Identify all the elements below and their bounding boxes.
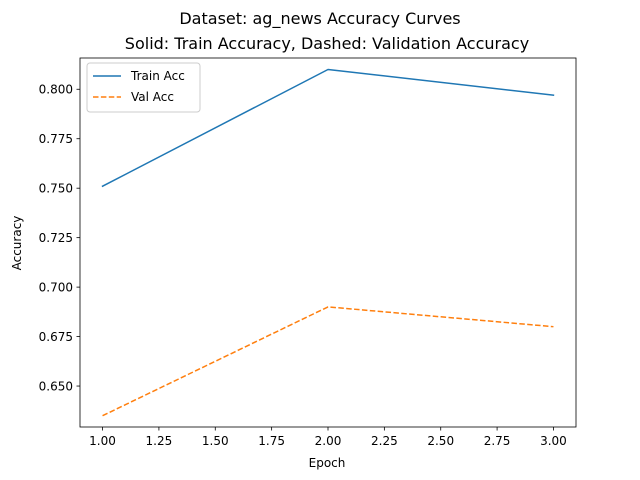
x-tick-label: 2.75 <box>484 434 511 448</box>
series-layer <box>101 68 555 417</box>
series-line-val <box>102 306 554 417</box>
x-tick-label: 1.00 <box>89 434 116 448</box>
y-tick-label: 0.800 <box>39 83 73 97</box>
y-tick-label: 0.675 <box>39 330 73 344</box>
x-tick-label: 1.50 <box>202 434 229 448</box>
chart-title: Dataset: ag_news Accuracy Curves <box>179 9 460 29</box>
y-axis-ticks: 0.650 0.675 0.700 0.725 0.750 0.775 0.800 <box>39 83 80 393</box>
x-tick-label: 3.00 <box>540 434 567 448</box>
series-line-train <box>101 68 555 188</box>
legend: Train Acc Val Acc <box>86 62 201 113</box>
x-axis-ticks: 1.00 1.25 1.50 1.75 2.00 2.25 2.50 2.75 3.00 <box>89 427 567 448</box>
chart-subtitle: Solid: Train Accuracy, Dashed: Validatio… <box>125 34 529 53</box>
y-tick-label: 0.775 <box>39 132 73 146</box>
legend-label-train: Train Acc <box>130 69 185 83</box>
x-tick-label: 1.25 <box>146 434 173 448</box>
y-tick-label: 0.725 <box>39 231 73 245</box>
x-tick-label: 1.75 <box>258 434 285 448</box>
x-tick-label: 2.00 <box>315 434 342 448</box>
x-tick-label: 2.25 <box>371 434 398 448</box>
plot-frame <box>79 57 577 428</box>
y-tick-label: 0.750 <box>39 181 73 195</box>
y-tick-label: 0.650 <box>39 379 73 393</box>
x-tick-label: 2.50 <box>427 434 454 448</box>
y-tick-label: 0.700 <box>39 280 73 294</box>
x-axis-label: Epoch <box>309 456 346 470</box>
y-axis-label: Accuracy <box>10 216 24 271</box>
legend-label-val: Val Acc <box>131 90 174 104</box>
